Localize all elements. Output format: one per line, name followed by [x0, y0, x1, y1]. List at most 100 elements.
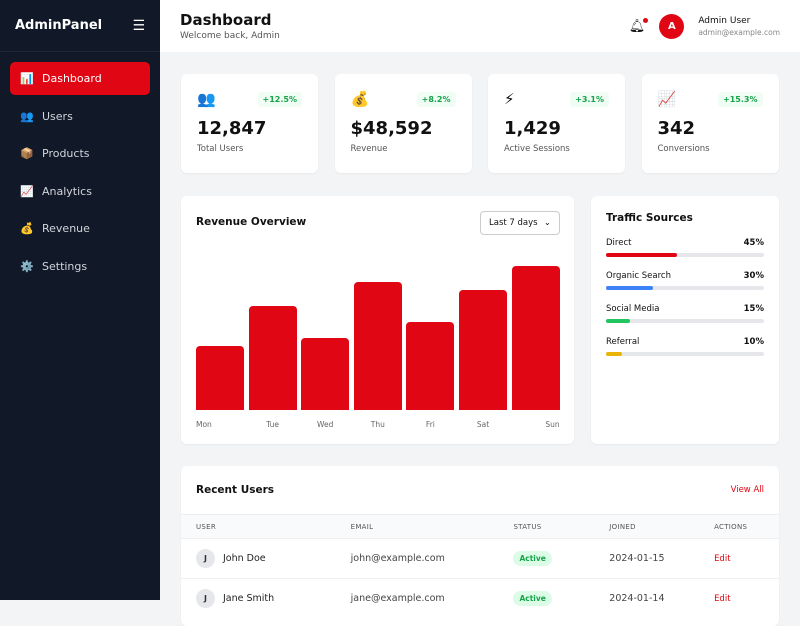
stat-icon: ⚡ — [504, 90, 515, 108]
stat-card: 📈 +15.3% 342 Conversions — [641, 74, 779, 173]
traffic-source: Organic Search 30% — [606, 271, 764, 290]
traffic-sources-card: Traffic Sources Direct 45% Organic Search 3… — [591, 196, 779, 444]
stat-card: 💰 +8.2% $48,592 Revenue — [334, 74, 472, 173]
traffic-source: Social Media 15% — [606, 304, 764, 323]
edit-button[interactable]: Edit — [714, 554, 731, 564]
traffic-label: Organic Search — [606, 271, 671, 281]
bar-fri — [406, 322, 455, 410]
revenue-overview-card: Revenue Overview Last 7 days ⌄ Mon Tue Wed T… — [181, 196, 574, 444]
x-tick-label: Wed — [317, 420, 334, 429]
sidebar-item-users[interactable]: 👥 Users — [10, 100, 150, 133]
sidebar-item-products[interactable]: 📦 Products — [10, 137, 150, 170]
stat-icon: 📈 — [657, 90, 677, 108]
settings-icon: ⚙️ — [20, 259, 34, 273]
bar-thu — [353, 282, 402, 410]
user-name-cell: Jane Smith — [223, 593, 275, 605]
traffic-label: Referral — [606, 337, 640, 347]
revenue-bar-chart: Mon Tue Wed Thu Fri Sat Sun — [196, 246, 560, 429]
column-header: EMAIL — [335, 514, 499, 539]
stat-card: ⚡ +3.1% 1,429 Active Sessions — [488, 74, 625, 173]
user-name-cell: John Doe — [223, 553, 266, 564]
bar-wed — [301, 338, 350, 410]
x-tick-label: Tue — [266, 420, 279, 429]
stat-value: 342 — [657, 118, 696, 139]
notification-dot — [643, 17, 649, 23]
sidebar-item-label: Analytics — [42, 184, 92, 198]
stat-card: 👥 +12.5% 12,847 Total Users — [181, 74, 318, 173]
column-header: USER — [181, 514, 336, 539]
x-tick-label: Thu — [370, 420, 385, 429]
x-tick-label: Sun — [545, 420, 560, 429]
date-range-value: Last 7 days — [489, 218, 538, 228]
x-tick-label: Sat — [476, 420, 490, 429]
view-all-link[interactable]: View All — [730, 485, 764, 495]
joined-cell: 2024-01-15 — [594, 538, 700, 579]
stat-value: 1,429 — [504, 118, 561, 139]
traffic-label: Direct — [606, 238, 632, 248]
progress-track — [606, 286, 764, 290]
edit-button[interactable]: Edit — [714, 594, 731, 605]
page-subtitle: Welcome back, Admin — [180, 31, 280, 41]
sidebar-item-label: Users — [42, 109, 73, 123]
x-tick-label: Mon — [196, 420, 212, 429]
sidebar-item-dashboard[interactable]: 📊 Dashboard — [10, 62, 150, 95]
change-badge: +15.3% — [718, 91, 763, 107]
change-badge: +12.5% — [257, 91, 302, 107]
change-badge: +3.1% — [570, 91, 609, 107]
traffic-label: Social Media — [606, 304, 660, 314]
analytics-icon: 📈 — [20, 184, 34, 198]
status-badge: Active — [513, 591, 552, 607]
stat-icon: 👥 — [197, 90, 216, 108]
stat-label: Revenue — [350, 144, 388, 154]
products-icon: 📦 — [20, 147, 34, 160]
recent-users-table: USER EMAIL STATUS JOINED ACTIONS J John Doe joh… — [181, 514, 779, 619]
sidebar-item-settings[interactable]: ⚙️ Settings — [10, 250, 150, 283]
sidebar-item-label: Products — [42, 147, 90, 160]
email-cell: jane@example.com — [335, 578, 499, 619]
avatar[interactable]: A — [659, 13, 685, 39]
sidebar-item-label: Settings — [42, 259, 88, 273]
sidebar-item-label: Revenue — [42, 222, 90, 235]
user-email: admin@example.com — [698, 27, 780, 37]
revenue-icon: 💰 — [20, 222, 34, 235]
sidebar-item-label: Dashboard — [42, 72, 102, 85]
joined-cell: 2024-01-14 — [594, 578, 700, 619]
sidebar-item-revenue[interactable]: 💰 Revenue — [10, 212, 150, 245]
top-header: Dashboard Welcome back, Admin 🔔︎ A Admin … — [160, 0, 800, 52]
x-tick-label: Fri — [425, 420, 435, 429]
stat-icon: 💰 — [350, 90, 370, 108]
traffic-title: Traffic Sources — [606, 212, 693, 224]
stat-label: Conversions — [657, 144, 710, 154]
sidebar-item-analytics[interactable]: 📈 Analytics — [10, 175, 150, 208]
traffic-source: Direct 45% — [606, 238, 764, 257]
table-row: J John Doe john@example.com Active 2024-01-1… — [181, 538, 779, 579]
stat-value: 12,847 — [197, 118, 267, 139]
sidebar: AdminPanel ☰ 📊 Dashboard 👥 Users 📦 Products 📈 An… — [0, 0, 160, 600]
users-icon: 👥 — [20, 109, 34, 123]
progress-fill — [606, 319, 630, 323]
progress-track — [606, 319, 764, 323]
column-header: JOINED — [594, 514, 700, 539]
date-range-select[interactable]: Last 7 days ⌄ — [480, 211, 560, 235]
menu-toggle-icon[interactable]: ☰ — [132, 17, 145, 34]
user-avatar: J — [196, 549, 215, 568]
stat-label: Active Sessions — [504, 144, 570, 154]
traffic-percent: 10% — [743, 337, 764, 347]
progress-fill — [606, 352, 622, 356]
chevron-down-icon: ⌄ — [543, 218, 551, 228]
page-title: Dashboard — [180, 11, 272, 29]
recent-users-title: Recent Users — [196, 484, 275, 496]
traffic-source: Referral 10% — [606, 337, 764, 356]
dashboard-icon: 📊 — [20, 72, 34, 85]
status-badge: Active — [513, 551, 552, 566]
bar-sat — [459, 290, 507, 410]
progress-fill — [606, 253, 678, 257]
notification-bell-icon[interactable]: 🔔︎ — [629, 17, 649, 34]
recent-users-card: Recent Users View All USER EMAIL STATUS JOI… — [181, 466, 779, 626]
change-badge: +8.2% — [416, 91, 456, 107]
progress-track — [606, 352, 764, 356]
traffic-percent: 45% — [743, 238, 764, 248]
stat-value: $48,592 — [350, 118, 433, 139]
revenue-title: Revenue Overview — [196, 216, 307, 228]
bar-tue — [248, 306, 297, 410]
